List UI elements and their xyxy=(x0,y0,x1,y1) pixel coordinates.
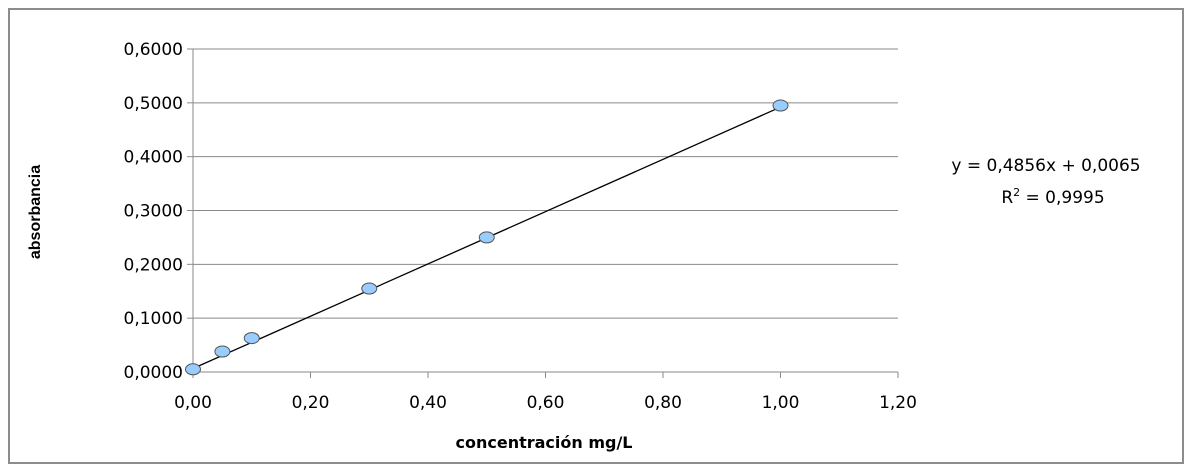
y-tick-label: 0,3000 xyxy=(124,202,183,222)
x-tick-label: 0,40 xyxy=(409,393,447,413)
data-point xyxy=(214,345,231,358)
y-tick-label: 0,0000 xyxy=(124,363,183,383)
data-point xyxy=(243,332,260,345)
x-axis-title: concentración mg/L xyxy=(455,433,632,452)
y-tick-label: 0,1000 xyxy=(124,309,183,329)
gridlines xyxy=(193,48,898,319)
r-squared-label: R2 = 0,9995 xyxy=(1001,186,1104,208)
x-tick-label: 1,20 xyxy=(879,393,917,413)
r2-prefix: R xyxy=(1001,188,1013,208)
x-tick-label: 0,00 xyxy=(174,393,212,413)
tick-labels: 0,0000 0,1000 0,2000 0,3000 0,4000 0,5000 0,60… xyxy=(124,40,917,413)
data-point xyxy=(185,363,201,376)
y-tick-label: 0,6000 xyxy=(124,40,183,60)
x-tick-label: 0,60 xyxy=(527,393,565,413)
trendline-equation: y = 0,4856x + 0,0065 xyxy=(951,156,1140,176)
y-tick-label: 0,5000 xyxy=(124,94,183,114)
y-tick-label: 0,4000 xyxy=(124,148,183,168)
y-axis-title: absorbancia xyxy=(27,165,44,259)
chart-area xyxy=(8,8,1184,464)
r2-superscript: 2 xyxy=(1013,186,1020,199)
data-point xyxy=(478,231,495,244)
x-tick-label: 1,00 xyxy=(762,393,800,413)
data-points xyxy=(185,99,789,376)
data-point xyxy=(772,99,789,112)
y-tick-label: 0,2000 xyxy=(124,255,183,275)
x-tick-label: 0,20 xyxy=(292,393,330,413)
x-tick-label: 0,80 xyxy=(644,393,682,413)
data-point xyxy=(361,282,378,295)
r2-value: = 0,9995 xyxy=(1020,188,1105,208)
